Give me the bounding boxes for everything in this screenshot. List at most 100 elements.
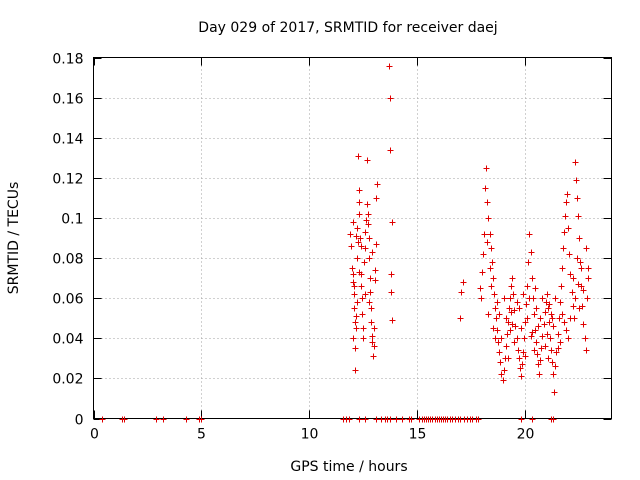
y-tick-label: 0.1 xyxy=(61,212,83,228)
data-point xyxy=(556,315,563,322)
data-point xyxy=(492,335,499,342)
data-point xyxy=(558,283,565,290)
data-point xyxy=(504,331,511,338)
x-tick-label: 5 xyxy=(197,427,206,443)
data-point xyxy=(355,239,362,246)
data-point xyxy=(570,303,577,310)
data-point xyxy=(539,295,546,302)
data-point xyxy=(563,327,570,334)
data-point xyxy=(364,157,371,164)
data-point xyxy=(389,317,396,324)
data-point xyxy=(552,363,559,370)
data-point xyxy=(362,416,369,423)
data-point xyxy=(480,251,487,258)
data-point xyxy=(582,335,589,342)
data-point xyxy=(562,213,569,220)
data-point xyxy=(584,295,591,302)
data-point xyxy=(541,321,548,328)
data-point xyxy=(564,191,571,198)
data-point xyxy=(351,305,358,312)
data-point xyxy=(369,333,376,340)
data-point xyxy=(388,289,395,296)
data-point xyxy=(535,361,542,368)
data-point xyxy=(545,355,552,362)
data-point xyxy=(356,269,363,276)
data-point xyxy=(546,301,553,308)
data-point xyxy=(542,343,549,350)
x-tick-label: 15 xyxy=(409,427,427,443)
data-point xyxy=(351,283,358,290)
data-point xyxy=(573,177,580,184)
data-point xyxy=(501,367,508,374)
x-axis: 0 5 10 15 20 xyxy=(90,57,535,443)
data-point xyxy=(576,235,583,242)
data-point xyxy=(575,213,582,220)
data-point xyxy=(574,195,581,202)
data-point xyxy=(350,219,357,226)
y-tick-label: 0.18 xyxy=(52,52,83,68)
data-point xyxy=(553,349,560,356)
data-point xyxy=(389,219,396,226)
data-point xyxy=(561,229,568,236)
data-point xyxy=(350,271,357,278)
data-point xyxy=(514,299,521,306)
data-point xyxy=(371,343,378,350)
x-axis-label: GPS time / hours xyxy=(290,459,407,475)
data-point xyxy=(372,267,379,274)
data-point xyxy=(497,359,504,366)
data-point xyxy=(537,315,544,322)
plot-frame xyxy=(93,57,612,419)
data-point xyxy=(498,371,505,378)
data-point xyxy=(577,259,584,266)
data-point xyxy=(576,305,583,312)
data-point xyxy=(361,259,368,266)
data-point xyxy=(517,365,524,372)
data-point xyxy=(352,345,359,352)
data-point xyxy=(368,319,375,326)
data-point xyxy=(580,287,587,294)
data-point xyxy=(528,249,535,256)
data-point xyxy=(535,323,542,330)
data-point xyxy=(550,371,557,378)
data-point xyxy=(525,259,532,266)
data-point xyxy=(552,295,559,302)
data-point xyxy=(356,211,363,218)
data-point xyxy=(565,335,572,342)
data-point xyxy=(550,416,557,423)
data-point xyxy=(532,285,539,292)
data-point xyxy=(493,315,500,322)
data-point xyxy=(524,283,531,290)
x-tick-label: 10 xyxy=(301,427,319,443)
data-point xyxy=(555,345,562,352)
data-point xyxy=(529,416,536,423)
data-point xyxy=(509,321,516,328)
data-point xyxy=(547,335,554,342)
data-point xyxy=(347,231,354,238)
data-point xyxy=(570,275,577,282)
x-tick-label: 20 xyxy=(517,427,535,443)
data-point xyxy=(488,245,495,252)
data-point xyxy=(578,265,585,272)
data-point xyxy=(559,311,566,318)
data-point xyxy=(508,309,515,316)
data-point xyxy=(555,331,562,338)
data-point xyxy=(542,309,549,316)
data-point xyxy=(503,343,510,350)
data-point xyxy=(348,243,355,250)
chart-title: Day 029 of 2017, SRMTID for receiver dae… xyxy=(198,20,497,36)
data-point xyxy=(501,295,508,302)
data-point xyxy=(498,335,505,342)
data-point xyxy=(483,165,490,172)
data-point xyxy=(458,289,465,296)
data-point xyxy=(366,235,373,242)
data-point xyxy=(566,251,573,258)
data-point xyxy=(479,269,486,276)
data-point xyxy=(358,283,365,290)
data-point xyxy=(399,416,406,423)
data-point xyxy=(549,315,556,322)
data-point xyxy=(516,305,523,312)
data-point xyxy=(387,416,394,423)
data-point xyxy=(387,95,394,102)
data-point xyxy=(585,275,592,282)
data-point xyxy=(518,325,525,332)
